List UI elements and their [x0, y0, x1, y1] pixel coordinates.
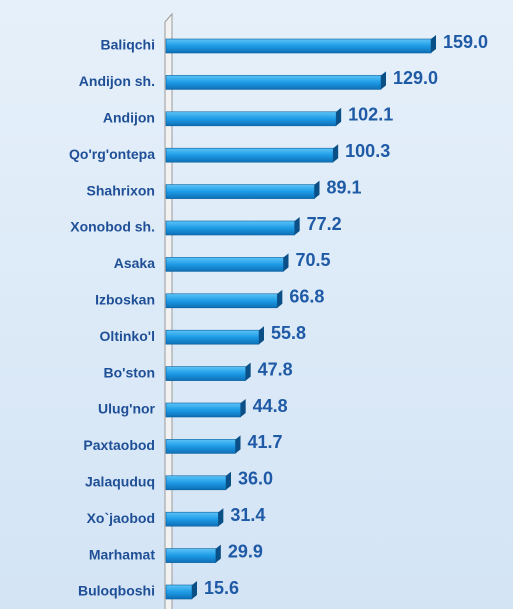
- category-label: Bo'ston: [103, 364, 155, 380]
- bar: [165, 184, 315, 199]
- bar-end: [336, 107, 342, 126]
- bar: [165, 511, 219, 527]
- bar-end: [259, 326, 264, 345]
- value-label: 159.0: [443, 32, 488, 52]
- bar: [165, 257, 284, 272]
- bar: [165, 111, 337, 127]
- value-label: 47.8: [258, 359, 293, 379]
- bar: [165, 147, 334, 163]
- value-label: 100.3: [345, 141, 390, 161]
- value-label: 55.8: [271, 323, 306, 343]
- category-label: Paxtaobod: [83, 437, 155, 453]
- value-label: 44.8: [253, 396, 288, 416]
- category-label: Andijon: [103, 110, 155, 126]
- bar: [165, 220, 295, 236]
- value-label: 77.2: [307, 214, 342, 234]
- category-label: Baliqchi: [101, 37, 155, 53]
- bar-end: [333, 144, 339, 163]
- bar: [165, 548, 217, 563]
- bar: [165, 329, 260, 345]
- value-label: 89.1: [327, 177, 362, 197]
- bar-end: [381, 71, 386, 90]
- bar-end: [218, 508, 224, 527]
- bar: [165, 366, 246, 381]
- value-label: 15.6: [204, 578, 239, 598]
- bar: [165, 475, 227, 491]
- category-label: Buloqboshi: [78, 583, 155, 599]
- value-label: 70.5: [296, 250, 331, 270]
- value-label: 129.0: [393, 68, 438, 88]
- bar-end: [431, 35, 436, 53]
- value-label: 66.8: [289, 287, 324, 307]
- category-label: Qo'rg'ontepa: [69, 146, 155, 162]
- category-label: Oltinko'l: [100, 328, 155, 344]
- bar: [165, 439, 236, 454]
- category-label: Andijon sh.: [79, 73, 155, 89]
- value-label: 102.1: [348, 105, 393, 125]
- bar-end: [235, 435, 241, 454]
- bar-end: [192, 581, 197, 599]
- bar-end: [294, 217, 300, 235]
- category-label: Marhamat: [89, 546, 155, 562]
- axis-wall: [164, 12, 173, 609]
- value-label: 41.7: [248, 432, 283, 452]
- category-label: Shahrixon: [87, 182, 155, 198]
- category-label: Izboskan: [95, 292, 155, 308]
- bar-end: [245, 362, 251, 381]
- category-label: Xo`jaobod: [87, 510, 155, 526]
- bar-end: [215, 544, 221, 563]
- bar-end: [283, 253, 289, 272]
- bar: [165, 402, 241, 418]
- value-label: 29.9: [228, 541, 263, 561]
- bar: [165, 38, 432, 54]
- bar-end: [277, 289, 283, 308]
- bar: [165, 75, 382, 90]
- category-label: Jalaquduq: [85, 474, 155, 490]
- bar-end: [226, 471, 231, 490]
- category-label: Asaka: [114, 255, 155, 271]
- bar: [165, 293, 278, 309]
- category-label: Xonobod sh.: [70, 219, 155, 235]
- bar-end: [314, 180, 320, 199]
- value-label: 31.4: [230, 505, 265, 525]
- value-label: 36.0: [238, 469, 273, 489]
- bar-end: [240, 399, 246, 417]
- bar: [165, 584, 193, 600]
- category-label: Ulug'nor: [98, 401, 156, 417]
